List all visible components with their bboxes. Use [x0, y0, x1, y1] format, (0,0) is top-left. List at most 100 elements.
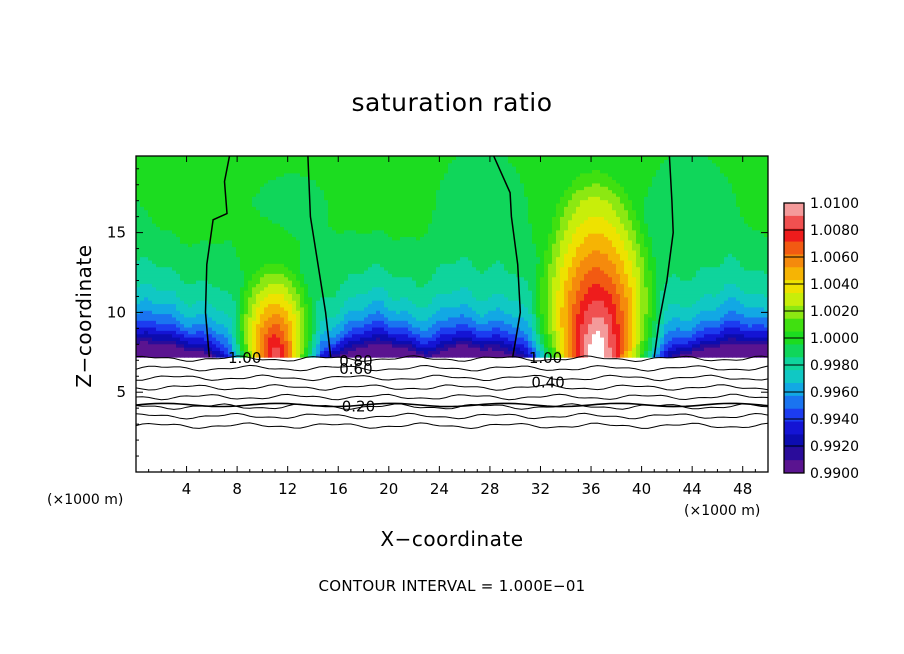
heatmap-cell — [192, 303, 197, 308]
heatmap-cell — [412, 269, 417, 274]
heatmap-cell — [300, 347, 305, 351]
heatmap-cell — [452, 199, 457, 204]
heatmap-cell — [264, 179, 269, 184]
heatmap-cell — [424, 216, 429, 221]
heatmap-cell — [372, 259, 377, 264]
heatmap-cell — [196, 306, 201, 311]
heatmap-cell — [324, 182, 329, 187]
heatmap-cell — [464, 256, 469, 261]
heatmap-cell — [236, 219, 241, 224]
heatmap-cell — [304, 303, 309, 308]
heatmap-cell — [148, 256, 153, 261]
heatmap-cell — [304, 182, 309, 187]
heatmap-cell — [288, 166, 293, 171]
heatmap-cell — [420, 303, 425, 308]
heatmap-cell — [164, 166, 169, 171]
heatmap-cell — [320, 186, 325, 191]
heatmap-cell — [304, 179, 309, 184]
heatmap-cell — [284, 243, 289, 248]
heatmap-cell — [184, 283, 189, 288]
heatmap-cell — [292, 273, 297, 278]
heatmap-cell — [388, 283, 393, 288]
heatmap-cell — [260, 283, 265, 288]
heatmap-cell — [272, 219, 277, 224]
heatmap-cell — [268, 273, 273, 278]
heatmap-cell — [444, 192, 449, 197]
heatmap-cell — [192, 236, 197, 241]
heatmap-cell — [244, 192, 249, 197]
heatmap-cell — [388, 239, 393, 244]
heatmap-cell — [236, 189, 241, 194]
heatmap-cell — [324, 239, 329, 244]
heatmap-cell — [208, 300, 213, 305]
heatmap-cell — [364, 343, 369, 348]
heatmap-cell — [304, 347, 309, 351]
heatmap-cell — [228, 333, 233, 338]
heatmap-cell — [408, 166, 413, 171]
heatmap-cell — [336, 169, 341, 174]
heatmap-cell — [272, 179, 277, 184]
heatmap-cell — [268, 276, 273, 281]
heatmap-cell — [464, 169, 469, 174]
heatmap-cell — [252, 169, 257, 174]
heatmap-cell — [288, 176, 293, 181]
heatmap-cell — [248, 166, 253, 171]
heatmap-cell — [240, 202, 245, 207]
heatmap-cell — [368, 347, 373, 351]
heatmap-cell — [424, 350, 429, 355]
heatmap-cell — [176, 290, 181, 295]
heatmap-cell — [276, 246, 281, 251]
heatmap-cell — [224, 330, 229, 335]
heatmap-cell — [172, 249, 177, 254]
heatmap-cell — [444, 179, 449, 184]
heatmap-cell — [144, 219, 149, 224]
heatmap-cell — [220, 323, 225, 328]
heatmap-cell — [224, 216, 229, 221]
heatmap-cell — [276, 166, 281, 171]
heatmap-cell — [344, 303, 349, 308]
heatmap-cell — [156, 176, 161, 181]
heatmap-cell — [408, 310, 413, 315]
heatmap-cell — [268, 243, 273, 248]
heatmap-cell — [380, 253, 385, 258]
heatmap-cell — [168, 269, 173, 274]
heatmap-cell — [276, 313, 281, 318]
heatmap-cell — [144, 179, 149, 184]
heatmap-cell — [148, 323, 153, 328]
heatmap-cell — [216, 233, 221, 238]
heatmap-cell — [280, 296, 285, 301]
heatmap-cell — [292, 306, 297, 311]
heatmap-cell — [312, 343, 317, 348]
heatmap-cell — [272, 172, 277, 177]
heatmap-cell — [328, 212, 333, 217]
heatmap-cell — [216, 336, 221, 341]
heatmap-cell — [240, 246, 245, 251]
heatmap-cell — [424, 226, 429, 231]
heatmap-cell — [340, 296, 345, 301]
heatmap-cell — [244, 246, 249, 251]
heatmap-cell — [260, 306, 265, 311]
heatmap-cell — [332, 239, 337, 244]
heatmap-cell — [196, 266, 201, 271]
heatmap-cell — [428, 256, 433, 261]
heatmap-cell — [148, 176, 153, 181]
heatmap-cell — [172, 310, 177, 315]
heatmap-cell — [352, 283, 357, 288]
heatmap-cell — [220, 296, 225, 301]
heatmap-cell — [240, 350, 245, 355]
heatmap-cell — [452, 323, 457, 328]
heatmap-cell — [268, 330, 273, 335]
heatmap-cell — [460, 323, 465, 328]
heatmap-cell — [240, 323, 245, 328]
heatmap-cell — [168, 300, 173, 305]
heatmap-cell — [468, 350, 473, 355]
heatmap-cell — [312, 276, 317, 281]
heatmap-cell — [344, 330, 349, 335]
heatmap-cell — [140, 280, 145, 284]
heatmap-cell — [424, 176, 429, 181]
heatmap-cell — [296, 236, 301, 241]
heatmap-cell — [432, 179, 437, 184]
heatmap-cell — [360, 206, 365, 211]
heatmap-cell — [332, 226, 337, 231]
heatmap-cell — [312, 159, 317, 164]
